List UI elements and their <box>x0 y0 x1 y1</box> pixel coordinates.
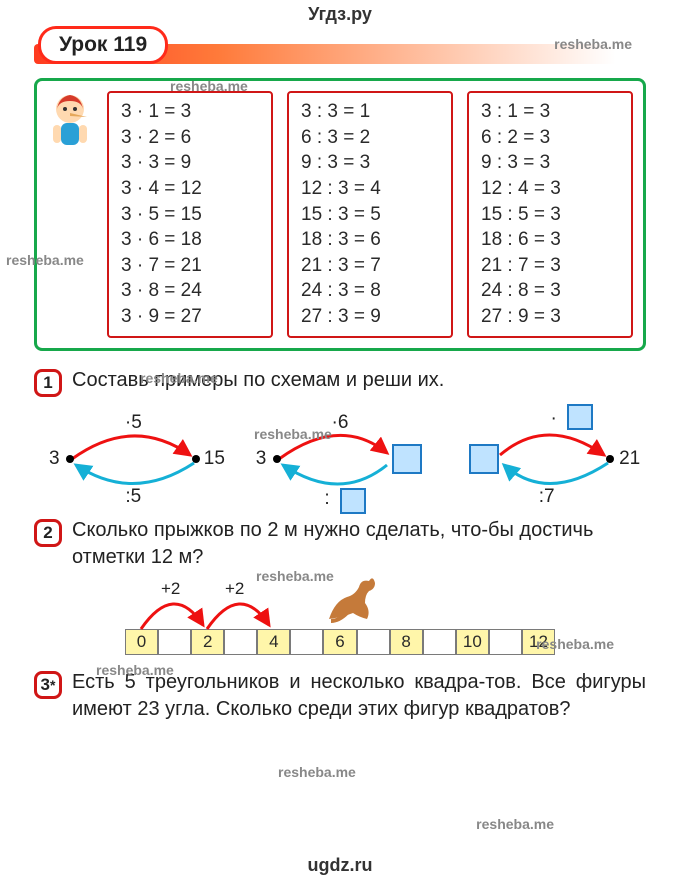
eq: 27 : 9 = 3 <box>481 304 619 330</box>
blank-square <box>567 404 593 430</box>
eq: 27 : 3 = 9 <box>301 304 439 330</box>
page-content: Урок 119 3 · 1 = 3 3 · 2 = 6 3 · 3 = 9 3… <box>0 0 680 759</box>
pinocchio-icon <box>47 91 93 157</box>
diag-top-op: ·6 <box>332 412 349 434</box>
node-left <box>66 455 74 463</box>
eq: 3 · 5 = 15 <box>121 202 259 228</box>
diag-right-val: 21 <box>619 448 640 470</box>
node-left <box>273 455 281 463</box>
watermark: resheba.me <box>278 764 356 780</box>
blank-square <box>469 444 499 474</box>
eq: 24 : 3 = 8 <box>301 278 439 304</box>
blank-square <box>340 488 366 514</box>
eq: 9 : 3 = 3 <box>481 150 619 176</box>
diag-left-val: 3 <box>256 448 267 470</box>
task-number: 2 <box>34 519 62 547</box>
lesson-header: Урок 119 <box>34 26 646 66</box>
task-2: 2 Сколько прыжков по 2 м нужно сделать, … <box>34 517 646 571</box>
eq: 18 : 3 = 6 <box>301 227 439 253</box>
task-text: Есть 5 треугольников и несколько квадра-… <box>72 669 646 723</box>
eq: 3 · 4 = 12 <box>121 176 259 202</box>
hop-label: +2 <box>225 579 244 599</box>
diagram-3: 21 · :7 <box>454 407 640 503</box>
eq: 3 · 3 = 9 <box>121 150 259 176</box>
diag-bottom-op: :5 <box>125 486 141 508</box>
eq: 12 : 4 = 3 <box>481 176 619 202</box>
task-text: Сколько прыжков по 2 м нужно сделать, чт… <box>72 517 646 571</box>
ref-col-2: 3 : 3 = 1 6 : 3 = 2 9 : 3 = 3 12 : 3 = 4… <box>287 91 453 338</box>
task-text: Составь примеры по схемам и реши их. <box>72 367 444 397</box>
eq: 21 : 3 = 7 <box>301 253 439 279</box>
diag-left-val: 3 <box>49 448 60 470</box>
eq: 3 · 1 = 3 <box>121 99 259 125</box>
diag-top-op: ·5 <box>125 412 142 434</box>
eq: 6 : 2 = 3 <box>481 125 619 151</box>
kangaroo-icon <box>325 573 385 625</box>
diag-bottom-op: :7 <box>539 486 555 508</box>
node-right <box>192 455 200 463</box>
eq: 3 : 1 = 3 <box>481 99 619 125</box>
eq: 3 · 6 = 18 <box>121 227 259 253</box>
eq: 6 : 3 = 2 <box>301 125 439 151</box>
eq: 21 : 7 = 3 <box>481 253 619 279</box>
eq: 24 : 8 = 3 <box>481 278 619 304</box>
eq: 3 · 7 = 21 <box>121 253 259 279</box>
watermark: resheba.me <box>476 816 554 832</box>
diag-top-op: · <box>550 408 556 430</box>
eq: 3 · 9 = 27 <box>121 304 259 330</box>
eq: 18 : 6 = 3 <box>481 227 619 253</box>
task-1: 1 Составь примеры по схемам и реши их. <box>34 367 646 397</box>
eq: 3 : 3 = 1 <box>301 99 439 125</box>
task-3: 3 Есть 5 треугольников и несколько квадр… <box>34 669 646 723</box>
kangaroo-numberline: +2 +2 0 2 4 6 8 10 12 <box>34 629 646 655</box>
diagram-1: 3 15 ·5 :5 <box>40 407 226 503</box>
blank-square <box>392 444 422 474</box>
ref-col-1: 3 · 1 = 3 3 · 2 = 6 3 · 3 = 9 3 · 4 = 12… <box>107 91 273 338</box>
lesson-pill: Урок 119 <box>38 26 168 64</box>
hop-label: +2 <box>161 579 180 599</box>
eq: 9 : 3 = 3 <box>301 150 439 176</box>
eq: 3 · 8 = 24 <box>121 278 259 304</box>
eq: 3 · 2 = 6 <box>121 125 259 151</box>
eq: 15 : 3 = 5 <box>301 202 439 228</box>
diag-bottom-op: : <box>324 488 329 510</box>
task-number: 3 <box>34 671 62 699</box>
number-line: +2 +2 0 2 4 6 8 10 12 <box>125 629 555 655</box>
ref-col-3: 3 : 1 = 3 6 : 2 = 3 9 : 3 = 3 12 : 4 = 3… <box>467 91 633 338</box>
task-number: 1 <box>34 369 62 397</box>
eq: 15 : 5 = 3 <box>481 202 619 228</box>
node-right <box>606 455 614 463</box>
diag-right-val: 15 <box>204 448 225 470</box>
site-top-brand: Угдз.ру <box>308 4 372 25</box>
eq: 12 : 3 = 4 <box>301 176 439 202</box>
site-bottom-brand: ugdz.ru <box>308 855 373 876</box>
diagram-2: 3 ·6 : <box>247 407 433 503</box>
reference-box: 3 · 1 = 3 3 · 2 = 6 3 · 3 = 9 3 · 4 = 12… <box>34 78 646 351</box>
diagrams-row: 3 15 ·5 :5 3 ·6 : <box>34 407 646 503</box>
